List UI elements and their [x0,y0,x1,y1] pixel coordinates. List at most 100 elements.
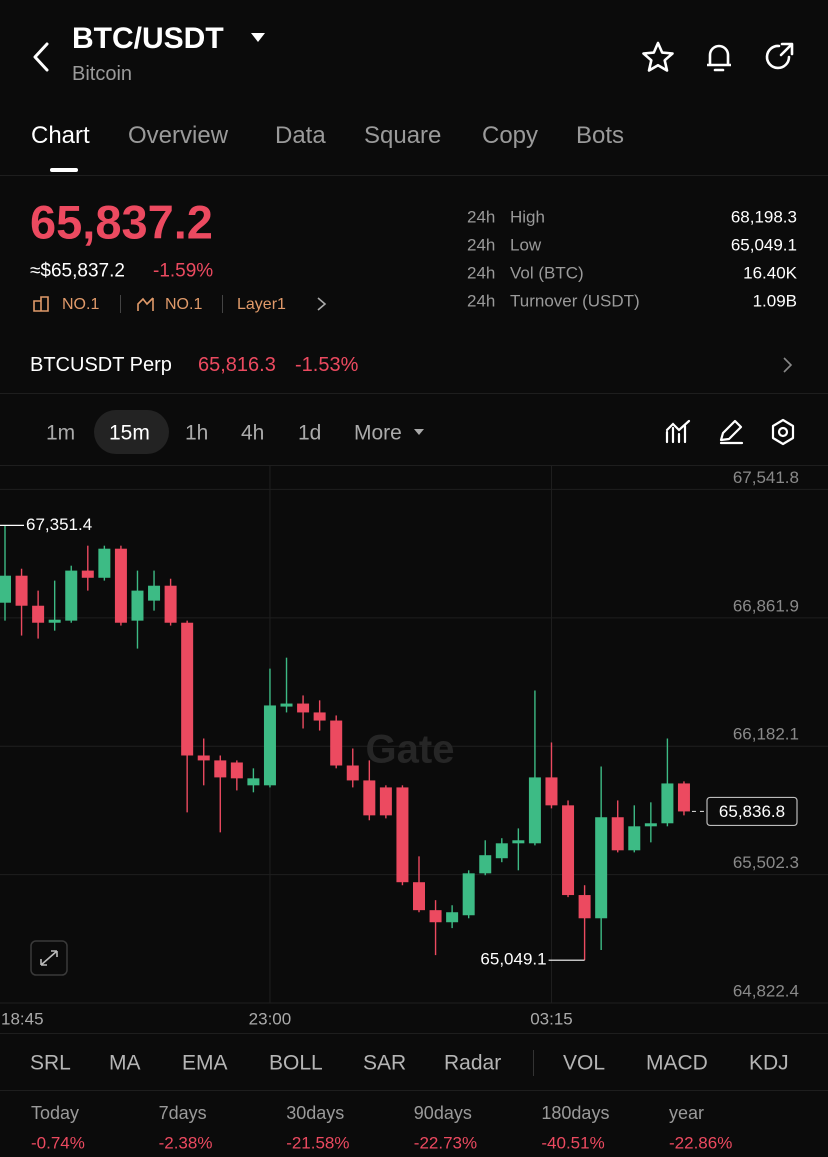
candle-body [313,712,326,721]
divider [0,393,828,394]
fullscreen-button[interactable] [30,940,68,976]
period-label: Today [31,1103,80,1123]
indicator[interactable]: EMA [182,1051,228,1075]
interval[interactable]: 1m [46,421,76,445]
candle-body [346,765,359,781]
candlestick-chart: 67,541.8 66,861.9 66,182.1 65,502.3 64,822.4… [0,466,828,1028]
indicator[interactable]: SRL [30,1051,71,1075]
stat-value: 1.09B [752,291,797,311]
badge[interactable]: NO.1 [62,296,100,313]
pair-title[interactable]: BTC/USDT [72,22,224,55]
alert-button[interactable] [702,40,736,74]
candle-body [413,882,425,911]
back-button[interactable] [28,40,56,74]
interval[interactable]: 1h [185,421,209,445]
candle-body [595,817,608,919]
stat-label: Turnover (USDT) [510,291,640,311]
high-marker-label: 67,351.4 [26,515,92,534]
period-label: year [669,1103,705,1123]
period-label: 90days [413,1103,472,1123]
favorite-button[interactable] [640,40,676,74]
badge[interactable]: NO.1 [165,296,203,313]
period-change: -40.51% [541,1133,605,1153]
trend-icon [137,297,154,311]
candle-body [181,622,194,756]
candle-body [15,575,28,606]
divider [0,1090,828,1091]
watermark: Gate [366,728,455,772]
perp-name[interactable]: BTCUSDT Perp [30,354,172,376]
divider [0,1033,828,1034]
pair-dropdown[interactable] [250,32,266,44]
interval[interactable]: 15m [109,421,150,445]
candle-body [48,619,61,623]
indicator[interactable]: Radar [444,1051,502,1075]
y-tick-label: 65,502.3 [733,853,799,872]
candle-body [528,777,541,844]
y-tick-label: 66,861.9 [733,596,799,615]
candle-body [164,585,177,623]
indicator[interactable]: MACD [646,1051,708,1075]
tab[interactable]: Overview [128,122,229,149]
candle-body [462,873,475,916]
candle-body [495,843,508,859]
stat-value: 65,049.1 [730,235,797,255]
share-button[interactable] [762,40,796,74]
tab[interactable]: Bots [576,122,625,149]
settings-button[interactable] [769,418,797,446]
candle-body [247,778,260,786]
stat-period: 24h [467,235,496,255]
period-change: -21.58% [286,1133,350,1153]
active-interval-pill [94,410,169,454]
perp-chevron[interactable] [782,356,794,374]
tab[interactable]: Copy [482,122,539,149]
interval[interactable]: More [354,421,402,445]
badges-chevron[interactable] [316,296,328,312]
candle-body [379,787,392,816]
candle-body [578,895,591,919]
period-change: -22.73% [413,1133,478,1153]
tab[interactable]: Chart [31,122,90,149]
stat-value: 68,198.3 [730,207,797,227]
interval[interactable]: 1d [298,421,322,445]
candle-body [628,826,641,851]
candle-body [644,823,657,827]
indicator[interactable]: SAR [363,1051,407,1075]
candle-body [65,570,78,621]
candle-body [230,762,243,779]
y-tick-label: 66,182.1 [733,725,799,744]
price-change: -1.59% [153,260,214,282]
y-tick-label: 67,541.8 [733,468,799,487]
indicator[interactable]: MA [109,1051,141,1075]
divider [0,465,828,466]
separator [533,1050,534,1076]
candle-body [330,720,343,766]
fiat-price: ≈$65,837.2 [30,260,125,282]
x-tick-label: 18:45 [1,1009,44,1028]
candle-body [131,590,144,621]
stat-period: 24h [467,263,496,283]
candle-body [479,855,492,874]
candle-body [429,910,442,923]
candle-body [446,912,459,923]
draw-button[interactable] [717,418,745,446]
candle-body [148,585,161,601]
tab[interactable]: Square [364,122,442,149]
candle-body [512,840,525,844]
indicator[interactable]: KDJ [749,1051,789,1075]
indicator[interactable]: BOLL [269,1051,323,1075]
indicator[interactable]: VOL [563,1051,606,1075]
candle-body [0,575,11,603]
more-dropdown[interactable] [413,427,425,437]
candle-body [214,760,227,778]
indicator-button[interactable] [664,418,692,446]
interval[interactable]: 4h [241,421,265,445]
stat-label: Low [510,235,542,255]
perp-change: -1.53% [295,354,359,376]
candle-body [562,805,575,896]
period-label: 30days [286,1103,345,1123]
badge[interactable]: Layer1 [237,296,286,313]
tab[interactable]: Data [275,122,326,149]
stat-period: 24h [467,207,496,227]
